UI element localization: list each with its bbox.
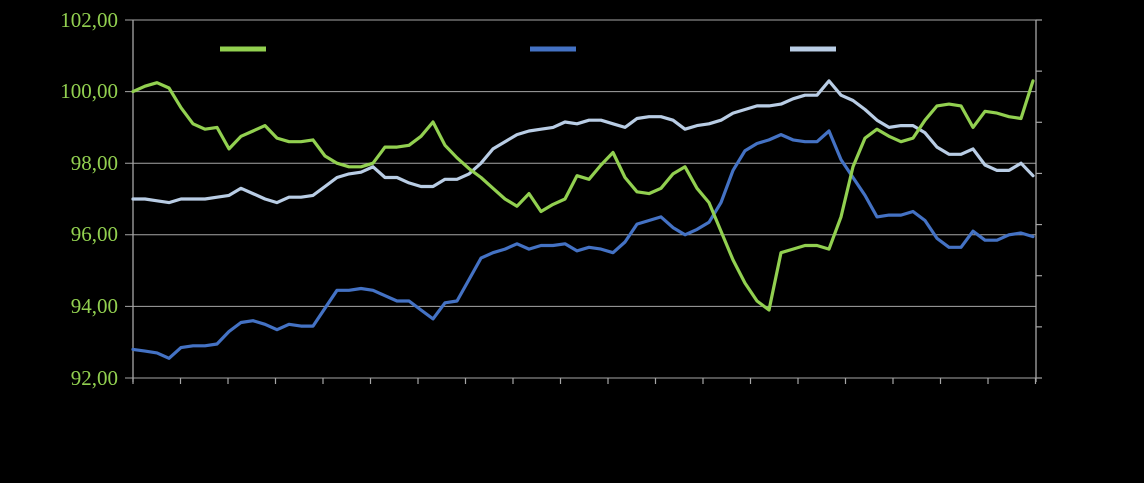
axes [132,20,1037,382]
y-axis-tick-label: 100,00 [60,79,118,104]
data-series [131,79,1035,360]
green-series-line [131,79,1035,312]
y-axis-tick-label: 94,00 [70,293,118,318]
axis-ticks [132,19,1042,384]
blue-series-line [131,129,1035,360]
gridlines [125,19,1036,379]
light-blue-series-line [131,79,1035,205]
y-axis-tick-label: 98,00 [70,150,118,175]
y-axis-tick-label: 96,00 [70,222,118,247]
y-axis-tick-label: 102,00 [60,7,118,32]
y-axis-tick-label: 92,00 [70,365,118,390]
